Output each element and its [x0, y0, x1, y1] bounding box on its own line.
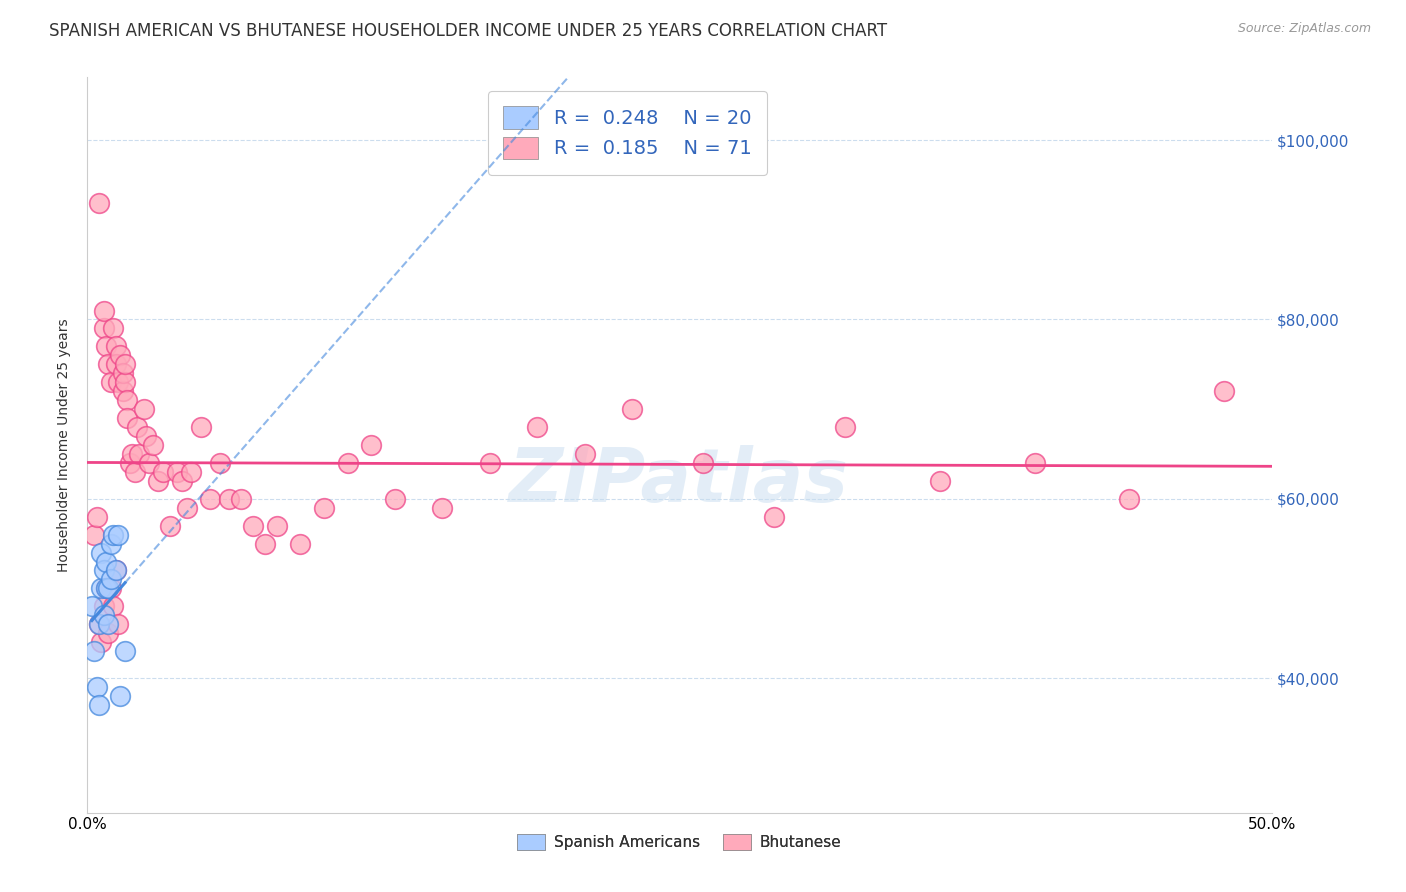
Point [94, 555, 117, 569]
Point [200, 491, 222, 506]
Text: ZIPatlas: ZIPatlas [509, 445, 849, 518]
Point [176, 500, 198, 515]
Point [135, 429, 157, 443]
Point [138, 456, 160, 470]
Point [93, 321, 115, 335]
Point [166, 465, 188, 479]
Point [170, 474, 193, 488]
Point [90, 582, 112, 596]
Text: SPANISH AMERICAN VS BHUTANESE HOUSEHOLDER INCOME UNDER 25 YEARS CORRELATION CHAR: SPANISH AMERICAN VS BHUTANESE HOUSEHOLDE… [49, 22, 887, 40]
Point [125, 420, 148, 434]
Point [114, 357, 136, 371]
Point [97, 357, 120, 371]
Point [929, 474, 952, 488]
Point [290, 536, 312, 550]
Point [93, 564, 115, 578]
Point [526, 420, 548, 434]
Point [87, 617, 110, 632]
Point [229, 491, 252, 506]
Point [83, 527, 105, 541]
Point [94, 582, 117, 596]
Point [90, 635, 112, 649]
Point [103, 321, 125, 335]
Point [360, 438, 382, 452]
Point [121, 447, 143, 461]
Point [111, 366, 134, 380]
Point [111, 384, 134, 399]
Point [97, 626, 120, 640]
Point [90, 545, 112, 559]
Point [142, 438, 165, 452]
Point [148, 474, 170, 488]
Point [107, 527, 129, 541]
Point [110, 689, 132, 703]
Legend: Spanish Americans, Bhutanese: Spanish Americans, Bhutanese [512, 828, 848, 856]
Y-axis label: Householder Income Under 25 years: Householder Income Under 25 years [58, 318, 72, 572]
Point [86, 509, 108, 524]
Point [834, 420, 856, 434]
Point [218, 491, 240, 506]
Point [384, 491, 406, 506]
Point [124, 465, 146, 479]
Point [103, 527, 125, 541]
Point [253, 536, 276, 550]
Point [574, 447, 596, 461]
Point [312, 500, 335, 515]
Point [620, 402, 643, 417]
Point [1024, 456, 1046, 470]
Point [97, 582, 120, 596]
Point [692, 456, 714, 470]
Point [107, 617, 129, 632]
Point [180, 465, 202, 479]
Point [100, 582, 122, 596]
Point [242, 518, 264, 533]
Point [87, 196, 110, 211]
Point [107, 376, 129, 390]
Point [159, 518, 181, 533]
Point [1213, 384, 1236, 399]
Point [110, 348, 132, 362]
Point [117, 393, 139, 408]
Point [80, 599, 103, 614]
Point [93, 608, 115, 623]
Point [114, 644, 136, 658]
Point [86, 680, 108, 694]
Point [94, 339, 117, 353]
Point [103, 599, 125, 614]
Point [104, 564, 127, 578]
Point [763, 509, 786, 524]
Point [114, 376, 136, 390]
Point [118, 456, 141, 470]
Point [100, 376, 122, 390]
Point [104, 357, 127, 371]
Point [93, 303, 115, 318]
Point [336, 456, 359, 470]
Point [128, 447, 150, 461]
Point [117, 411, 139, 425]
Text: Source: ZipAtlas.com: Source: ZipAtlas.com [1237, 22, 1371, 36]
Point [432, 500, 454, 515]
Point [104, 564, 127, 578]
Point [152, 465, 174, 479]
Point [87, 617, 110, 632]
Point [94, 582, 117, 596]
Point [97, 617, 120, 632]
Point [100, 573, 122, 587]
Point [478, 456, 501, 470]
Point [87, 698, 110, 712]
Point [190, 420, 212, 434]
Point [208, 456, 231, 470]
Point [83, 644, 105, 658]
Point [100, 536, 122, 550]
Point [1118, 491, 1140, 506]
Point [266, 518, 288, 533]
Point [132, 402, 155, 417]
Point [104, 339, 127, 353]
Point [93, 599, 115, 614]
